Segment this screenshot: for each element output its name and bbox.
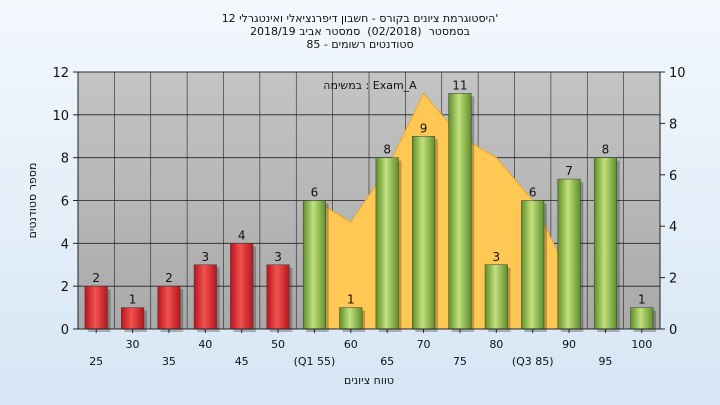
y-axis-label: מספר סטודנטים — [26, 163, 39, 239]
bar — [593, 157, 617, 330]
chart-title-line-1: היסטוגרמת ציונים בקורס - חשבון דיפרנציאל… — [221, 12, 499, 25]
bar — [230, 243, 254, 330]
x-tick-label: 45 — [235, 355, 249, 368]
x-tick-label: 35 — [162, 355, 176, 368]
x-tick-label: (Q1 55) — [294, 355, 336, 368]
bar-data-label: 2 — [92, 271, 100, 285]
chart-title-line-3: סטודנטים רשומים - 85 — [306, 38, 414, 51]
x-tick-label: 30 — [126, 338, 140, 351]
x-tick-label: 75 — [453, 355, 467, 368]
bar — [121, 307, 145, 330]
x-tick-label: 40 — [198, 338, 212, 351]
bar-data-label: 8 — [602, 143, 610, 157]
y2-tick-label: 10 — [669, 66, 686, 81]
y2-tick-label: 0 — [669, 323, 677, 338]
y2-tick-label: 8 — [669, 117, 677, 132]
y-tick-label: 4 — [61, 237, 69, 252]
bar-data-label: 6 — [529, 186, 537, 200]
bar — [557, 178, 581, 330]
y2-tick-label: 6 — [669, 169, 677, 184]
bar-data-label: 3 — [201, 250, 209, 264]
bar — [375, 157, 399, 330]
bar — [266, 264, 290, 330]
y2-tick-label: 4 — [669, 220, 677, 235]
x-tick-label: 90 — [562, 338, 576, 351]
chart-annotation: במשימה : Exam_A — [323, 79, 417, 92]
bar — [630, 307, 654, 330]
x-tick-label: 100 — [631, 338, 652, 351]
bar — [521, 200, 545, 330]
x-tick-label: (Q3 85) — [512, 355, 554, 368]
y-tick-label: 2 — [61, 280, 69, 295]
bar — [412, 136, 436, 330]
x-tick-label: 50 — [271, 338, 285, 351]
bar-data-label: 6 — [311, 186, 319, 200]
bar-data-label: 4 — [238, 228, 246, 242]
bar-data-label: 2 — [165, 271, 173, 285]
bar-data-label: 11 — [452, 78, 467, 92]
x-axis-label: טווח ציונים — [344, 374, 394, 387]
bar-data-label: 7 — [565, 164, 573, 178]
x-tick-label: 25 — [89, 355, 103, 368]
bar — [302, 200, 326, 330]
bar-data-label: 3 — [274, 250, 282, 264]
bar — [193, 264, 217, 330]
x-tick-label: 60 — [344, 338, 358, 351]
y-tick-label: 10 — [52, 109, 69, 124]
bar-data-label: 1 — [347, 293, 355, 307]
y-tick-label: 12 — [52, 66, 69, 81]
chart-title-line-2: בסמסטר (02/2018) סמסטר אביב 2018/19 — [249, 25, 471, 38]
x-tick-label: 80 — [489, 338, 503, 351]
y2-tick-label: 2 — [669, 272, 677, 287]
bar-data-label: 9 — [420, 121, 428, 135]
x-tick-label: 95 — [598, 355, 612, 368]
bar-data-label: 1 — [638, 293, 646, 307]
bar — [339, 307, 363, 330]
y-tick-label: 8 — [61, 152, 69, 167]
y-tick-label: 6 — [61, 195, 69, 210]
bar-data-label: 1 — [129, 293, 137, 307]
y-tick-label: 0 — [61, 323, 69, 338]
bar — [448, 93, 472, 330]
bar — [84, 285, 108, 330]
bar — [157, 285, 181, 330]
x-tick-label: 70 — [417, 338, 431, 351]
bar-data-label: 3 — [492, 250, 500, 264]
x-tick-label: 65 — [380, 355, 394, 368]
bar-data-label: 8 — [383, 143, 391, 157]
bar — [484, 264, 508, 330]
